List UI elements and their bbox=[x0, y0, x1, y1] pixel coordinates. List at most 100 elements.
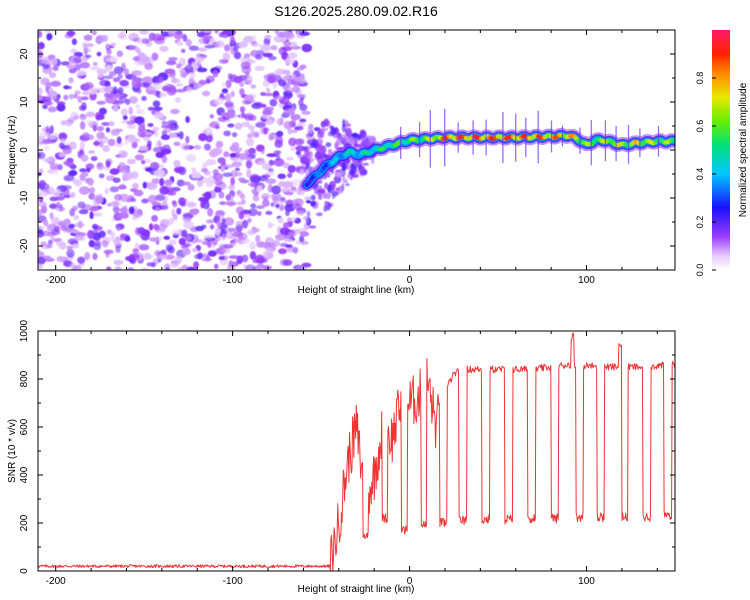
noise-blob bbox=[152, 100, 161, 108]
noise-blob bbox=[43, 219, 49, 227]
noise-blob bbox=[287, 127, 292, 135]
noise-blob bbox=[234, 122, 243, 130]
noise-blob bbox=[334, 172, 342, 177]
noise-blob bbox=[88, 239, 96, 248]
colorbar-tick-label: 0.4 bbox=[695, 168, 705, 181]
noise-blob bbox=[235, 220, 243, 226]
noise-blob bbox=[223, 244, 234, 249]
noise-blob bbox=[146, 262, 154, 267]
noise-blob bbox=[250, 203, 257, 209]
noise-blob bbox=[306, 216, 310, 224]
noise-blob bbox=[262, 80, 270, 87]
noise-blob bbox=[257, 160, 269, 166]
noise-blob bbox=[260, 92, 266, 96]
noise-blob bbox=[241, 121, 251, 128]
noise-blob bbox=[205, 79, 211, 84]
noise-blob bbox=[191, 247, 198, 253]
spectrogram-ridge bbox=[300, 108, 675, 192]
noise-blob bbox=[231, 132, 238, 138]
noise-blob bbox=[283, 120, 293, 130]
noise-blob bbox=[151, 52, 159, 61]
noise-blob bbox=[105, 160, 111, 168]
noise-blob bbox=[66, 121, 73, 127]
noise-blob bbox=[42, 157, 54, 163]
noise-blob bbox=[233, 46, 239, 53]
noise-blob bbox=[136, 88, 142, 94]
noise-blob bbox=[143, 252, 151, 261]
noise-blob bbox=[304, 44, 310, 50]
noise-blob bbox=[283, 69, 291, 75]
noise-blob bbox=[266, 153, 278, 158]
noise-blob bbox=[295, 150, 301, 156]
noise-blob bbox=[166, 124, 176, 129]
noise-blob bbox=[84, 54, 92, 59]
noise-blob bbox=[222, 52, 231, 61]
noise-blob bbox=[290, 186, 297, 191]
noise-blob bbox=[117, 33, 125, 39]
noise-blob bbox=[94, 195, 104, 204]
noise-blob bbox=[341, 162, 347, 172]
noise-blob bbox=[335, 187, 340, 191]
spectrogram-noise-region bbox=[38, 30, 377, 270]
noise-blob bbox=[88, 150, 95, 154]
noise-blob bbox=[104, 187, 109, 195]
noise-blob bbox=[182, 247, 191, 256]
noise-blob bbox=[117, 184, 127, 190]
noise-blob bbox=[151, 215, 159, 222]
noise-blob bbox=[144, 62, 154, 70]
noise-blob bbox=[282, 181, 294, 188]
noise-blob bbox=[135, 48, 142, 54]
noise-blob bbox=[264, 92, 274, 97]
noise-blob bbox=[251, 43, 262, 48]
noise-blob bbox=[59, 138, 67, 143]
x-tick-label: -100 bbox=[223, 576, 243, 587]
noise-blob bbox=[222, 59, 229, 63]
noise-blob bbox=[364, 140, 368, 146]
noise-blob bbox=[343, 179, 348, 184]
noise-blob bbox=[212, 172, 224, 182]
noise-blob bbox=[154, 37, 165, 45]
noise-blob bbox=[230, 35, 235, 44]
noise-blob bbox=[202, 162, 208, 168]
snr-series bbox=[38, 332, 675, 571]
noise-blob bbox=[104, 85, 115, 93]
noise-blob bbox=[240, 61, 251, 70]
noise-blob bbox=[284, 57, 296, 65]
noise-blob bbox=[232, 231, 243, 238]
noise-blob bbox=[189, 72, 196, 80]
noise-blob bbox=[38, 190, 48, 198]
snr-y-axis-label: SNR (10 * v/v) bbox=[7, 419, 18, 483]
noise-blob bbox=[275, 152, 281, 161]
noise-blob bbox=[295, 145, 305, 152]
noise-blob bbox=[344, 120, 349, 126]
noise-blob bbox=[59, 206, 64, 212]
noise-blob bbox=[229, 144, 239, 152]
noise-blob bbox=[238, 41, 248, 48]
noise-blob bbox=[141, 160, 146, 165]
noise-blob bbox=[79, 186, 90, 195]
noise-blob bbox=[180, 71, 188, 78]
noise-blob bbox=[95, 114, 105, 120]
y-tick-label: 600 bbox=[19, 418, 30, 435]
noise-blob bbox=[207, 240, 212, 248]
snr-line bbox=[38, 332, 675, 571]
noise-blob bbox=[58, 153, 67, 158]
noise-blob bbox=[360, 137, 365, 147]
noise-blob bbox=[120, 119, 128, 124]
noise-blob bbox=[128, 106, 133, 115]
noise-blob bbox=[91, 192, 96, 201]
noise-blob bbox=[239, 88, 245, 96]
noise-blob bbox=[86, 167, 91, 173]
noise-blob bbox=[50, 229, 61, 236]
noise-blob bbox=[239, 193, 246, 200]
noise-blob bbox=[202, 197, 209, 204]
noise-blob bbox=[109, 56, 119, 63]
noise-blob bbox=[185, 39, 192, 47]
noise-blob bbox=[58, 241, 67, 250]
noise-blob bbox=[323, 204, 328, 213]
noise-blob bbox=[82, 132, 90, 139]
noise-blob bbox=[227, 185, 236, 190]
colorbar-tick-label: 0.6 bbox=[695, 120, 705, 133]
noise-blob bbox=[297, 228, 307, 233]
